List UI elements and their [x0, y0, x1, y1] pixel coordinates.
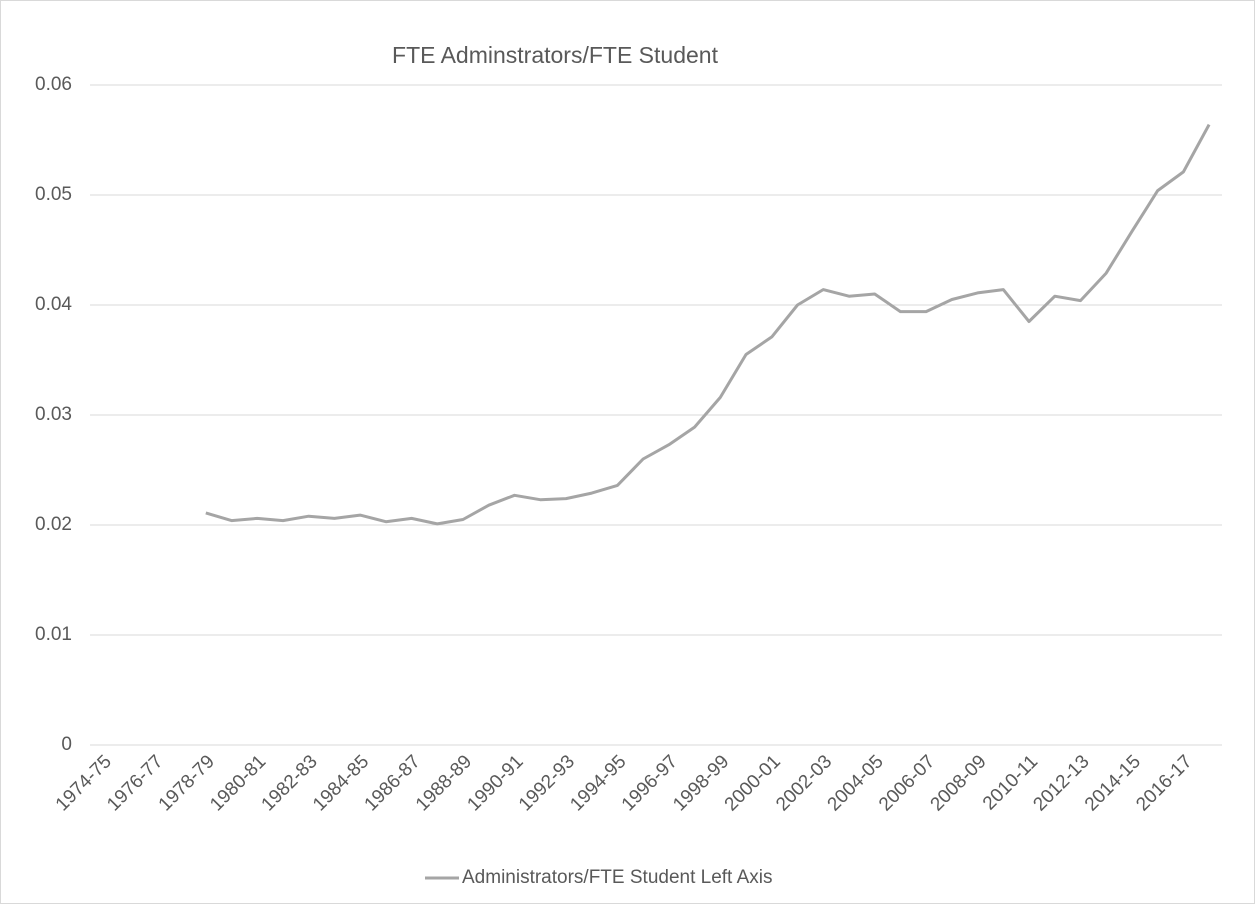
- legend-label: Administrators/FTE Student Left Axis: [462, 867, 772, 888]
- data-line: [205, 123, 1211, 526]
- y-tick-label: 0.04: [35, 294, 72, 315]
- y-tick-label: 0.03: [35, 404, 72, 425]
- chart-title: FTE Adminstrators/FTE Student: [392, 42, 719, 68]
- y-tick-label: 0: [61, 734, 72, 755]
- y-tick-label: 0.01: [35, 624, 72, 645]
- y-tick-label: 0.06: [35, 74, 72, 95]
- y-tick-label: 0.02: [35, 514, 72, 535]
- y-tick-label: 0.05: [35, 184, 72, 205]
